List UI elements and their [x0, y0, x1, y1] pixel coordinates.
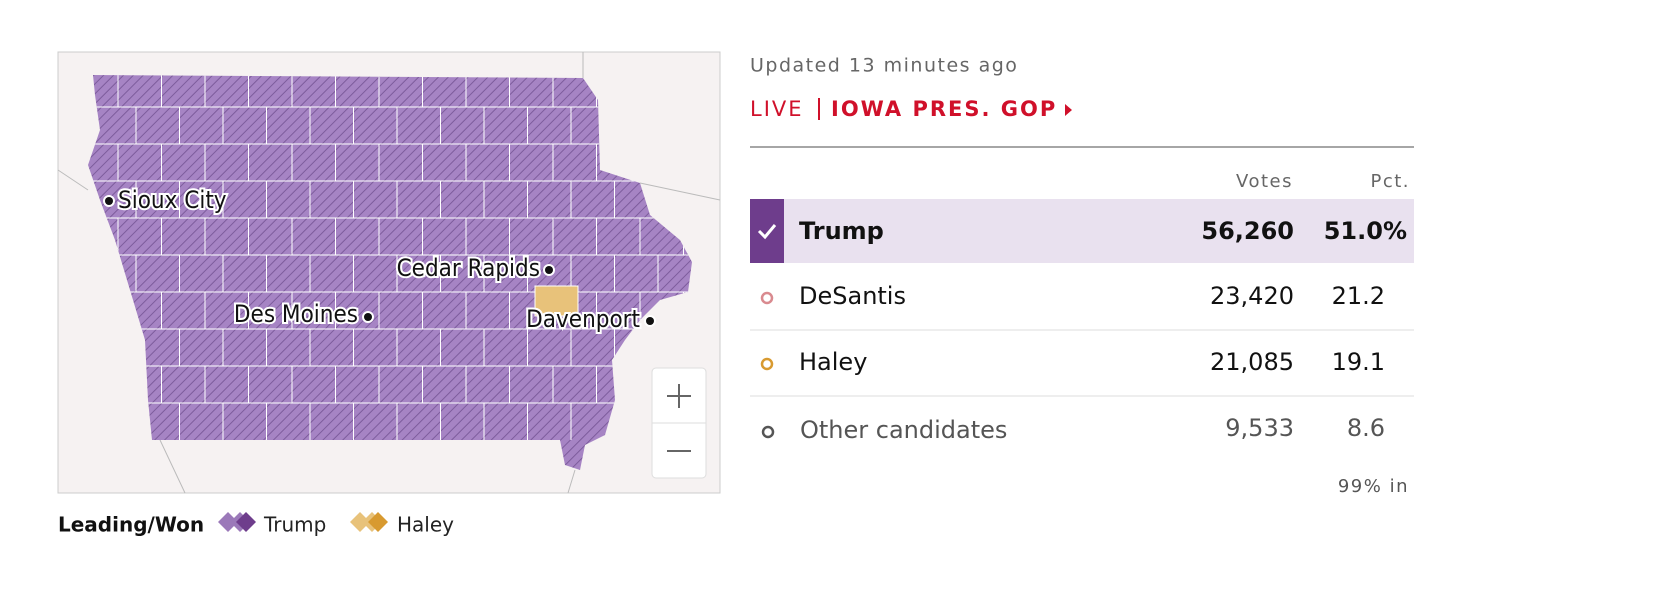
legend-label: Haley	[397, 513, 454, 537]
iowa-state	[88, 75, 692, 470]
legend-swatch	[368, 512, 388, 532]
winner-row	[750, 199, 1414, 263]
percent: 51.0%	[1324, 217, 1407, 245]
winner-check	[750, 199, 784, 263]
percent: 8.6	[1347, 414, 1385, 442]
column-header: Votes	[1236, 171, 1293, 192]
city-dot	[103, 195, 115, 207]
city-label: Sioux City	[118, 186, 227, 214]
city-label: Cedar Rapids	[397, 254, 540, 282]
votes: 23,420	[1210, 282, 1294, 310]
legend-title: Leading/Won	[58, 513, 204, 537]
city-dot	[644, 315, 656, 327]
neighbor-borders	[57, 52, 721, 494]
candidate-marker	[761, 425, 775, 439]
city-dot	[543, 264, 555, 276]
candidate-marker	[760, 291, 774, 305]
percent: 21.2	[1332, 282, 1385, 310]
candidate-name: Haley	[799, 348, 867, 376]
percent: 19.1	[1332, 348, 1385, 376]
legend-swatch	[236, 512, 256, 532]
city-label: Davenport	[526, 305, 640, 333]
zoom-out[interactable]	[652, 423, 706, 478]
check-icon	[757, 224, 777, 240]
live-label: LIVE	[750, 97, 804, 121]
haley-county	[534, 285, 579, 317]
candidate-name: DeSantis	[799, 282, 906, 310]
zoom-in[interactable]	[652, 368, 706, 423]
votes: 56,260	[1201, 217, 1294, 245]
votes: 21,085	[1210, 348, 1294, 376]
candidate-name: Other candidates	[800, 416, 1007, 444]
updated-time: Updated 13 minutes ago	[750, 55, 1018, 77]
candidate-marker	[760, 357, 774, 371]
legend-label: Trump	[263, 513, 326, 537]
reporting-status: 99% in	[1338, 476, 1409, 497]
zoom-control	[651, 367, 707, 479]
arrow	[1065, 104, 1072, 116]
city-dot	[362, 311, 374, 323]
live-link[interactable]: LIVE IOWA PRES. GOP	[750, 97, 1072, 121]
city-label: Des Moines	[234, 300, 358, 328]
race-label: IOWA PRES. GOP	[831, 97, 1057, 121]
votes: 9,533	[1225, 414, 1294, 442]
candidate-name: Trump	[799, 217, 884, 245]
column-header: Pct.	[1370, 171, 1410, 192]
